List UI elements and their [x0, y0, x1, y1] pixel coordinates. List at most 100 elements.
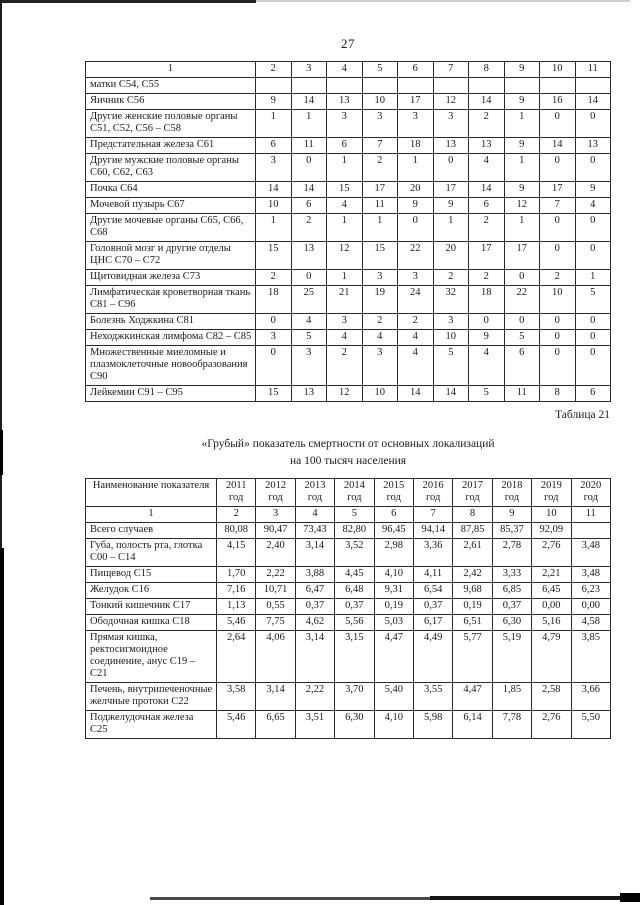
cell-value: 3,66: [570, 682, 612, 712]
cell-value: 4: [326, 329, 363, 346]
cell-value: [570, 522, 612, 540]
cell-value: 1: [255, 213, 292, 242]
cell-value: [326, 77, 363, 94]
cell-value: 3,55: [412, 682, 454, 712]
cell-value: 5: [290, 329, 327, 346]
table-row: Поджелудочная железа С25 5,46 6,65 3,51 6,30…: [85, 710, 612, 740]
cell-value: 0: [290, 269, 327, 286]
cell-value: 25: [290, 285, 327, 314]
cell-value: 0: [539, 213, 576, 242]
column-number: 2: [215, 506, 257, 524]
cell-value: 2: [361, 313, 398, 330]
cell-value: 17: [397, 93, 434, 110]
cell-value: 2: [539, 269, 576, 286]
cell-value: 87,85: [452, 522, 493, 540]
cell-value: 3,85: [570, 630, 612, 684]
year-header: 2016 год: [412, 478, 454, 508]
cell-value: [468, 77, 505, 94]
cell-value: 3,58: [215, 682, 257, 712]
row-label: Предстательная железа С61: [85, 137, 256, 154]
column-number: 3: [255, 506, 296, 524]
cell-value: 4: [290, 313, 327, 330]
cell-value: [503, 77, 540, 94]
row-label: Прямая кишка, ректосигмоидное соединение…: [85, 630, 217, 684]
cell-value: 6,30: [491, 614, 533, 632]
cell-value: 3: [326, 313, 363, 330]
cell-value: 2,40: [255, 538, 296, 568]
cell-value: 0,19: [373, 598, 414, 616]
cell-value: [432, 77, 469, 94]
name-header: Наименование показателя: [85, 478, 217, 508]
column-number: 6: [397, 61, 434, 78]
cell-value: 3: [361, 109, 398, 138]
table-row: матки С54, С55: [85, 77, 611, 94]
year-header: 2013 год: [294, 478, 336, 508]
cell-value: 0: [574, 313, 611, 330]
cell-value: 24: [397, 285, 434, 314]
cell-value: 2,42: [452, 566, 493, 584]
cell-value: 14: [574, 93, 611, 110]
row-label: Головной мозг и другие отделы ЦНС С70 – …: [85, 241, 256, 270]
year-header: 2012 год: [255, 478, 296, 508]
cell-value: 0,37: [334, 598, 375, 616]
cell-value: 2: [432, 269, 469, 286]
cell-value: 1: [326, 213, 363, 242]
cell-value: 3: [361, 345, 398, 386]
cell-value: 18: [397, 137, 434, 154]
cell-value: 4,10: [373, 710, 414, 740]
column-number: 11: [574, 61, 611, 78]
year-header-row: Наименование показателя 2011 год 2012 год 2…: [85, 478, 612, 508]
cell-value: 5: [574, 285, 611, 314]
column-number-row: 1 2 3 4 5 6 7 8 9 10 11: [85, 61, 611, 78]
cell-value: 7,75: [255, 614, 296, 632]
cell-value: 1: [503, 153, 540, 182]
scan-artifact-left-line-thick: [0, 430, 3, 475]
document-page: 27 1 2 3 4 5 6 7 8 9 10 11 матки С54, С55 Яичник С56…: [85, 0, 612, 740]
cell-value: 0: [539, 109, 576, 138]
cell-value: 3,48: [570, 538, 612, 568]
cell-value: 0: [574, 241, 611, 270]
cell-value: 16: [539, 93, 576, 110]
cell-value: 6,48: [334, 582, 375, 600]
row-label: Печень, внутрипеченочные желчные протоки…: [85, 682, 217, 712]
cell-value: 6: [468, 197, 505, 214]
cell-value: 22: [503, 285, 540, 314]
year-header: 2019 год: [531, 478, 572, 508]
cell-value: 0: [432, 153, 469, 182]
cell-value: 15: [361, 241, 398, 270]
cell-value: 9,31: [373, 582, 414, 600]
cell-value: 2: [397, 313, 434, 330]
row-label: Тонкий кишечник С17: [85, 598, 217, 616]
cell-value: 10: [361, 385, 398, 402]
column-number: 4: [326, 61, 363, 78]
cell-value: 2: [255, 269, 292, 286]
column-number: 10: [539, 61, 576, 78]
cell-value: 4,47: [452, 682, 493, 712]
cell-value: 0: [574, 213, 611, 242]
cell-value: 4,49: [412, 630, 454, 684]
cell-value: 2: [290, 213, 327, 242]
cell-value: 13: [432, 137, 469, 154]
cell-value: 13: [574, 137, 611, 154]
cell-value: 3,52: [334, 538, 375, 568]
cell-value: 2,78: [491, 538, 533, 568]
cell-value: 3,36: [412, 538, 454, 568]
cell-value: 2,61: [452, 538, 493, 568]
scan-artifact-top-line-faint: [256, 0, 630, 2]
table-row: Прямая кишка, ректосигмоидное соединение…: [85, 630, 612, 684]
cell-value: 12: [326, 241, 363, 270]
cell-value: 14: [468, 181, 505, 198]
row-label: Мочевой пузырь С67: [85, 197, 256, 214]
cell-value: 2: [361, 153, 398, 182]
cell-value: 17: [468, 241, 505, 270]
cell-value: 3: [397, 109, 434, 138]
cell-value: 4,06: [255, 630, 296, 684]
year-header: 2020 год: [570, 478, 612, 508]
cell-value: 4,11: [412, 566, 454, 584]
cell-value: 3,14: [294, 538, 336, 568]
cell-value: 2: [326, 345, 363, 386]
cell-value: 1: [397, 153, 434, 182]
column-number: 10: [531, 506, 572, 524]
cell-value: 5,56: [334, 614, 375, 632]
cell-value: 17: [361, 181, 398, 198]
